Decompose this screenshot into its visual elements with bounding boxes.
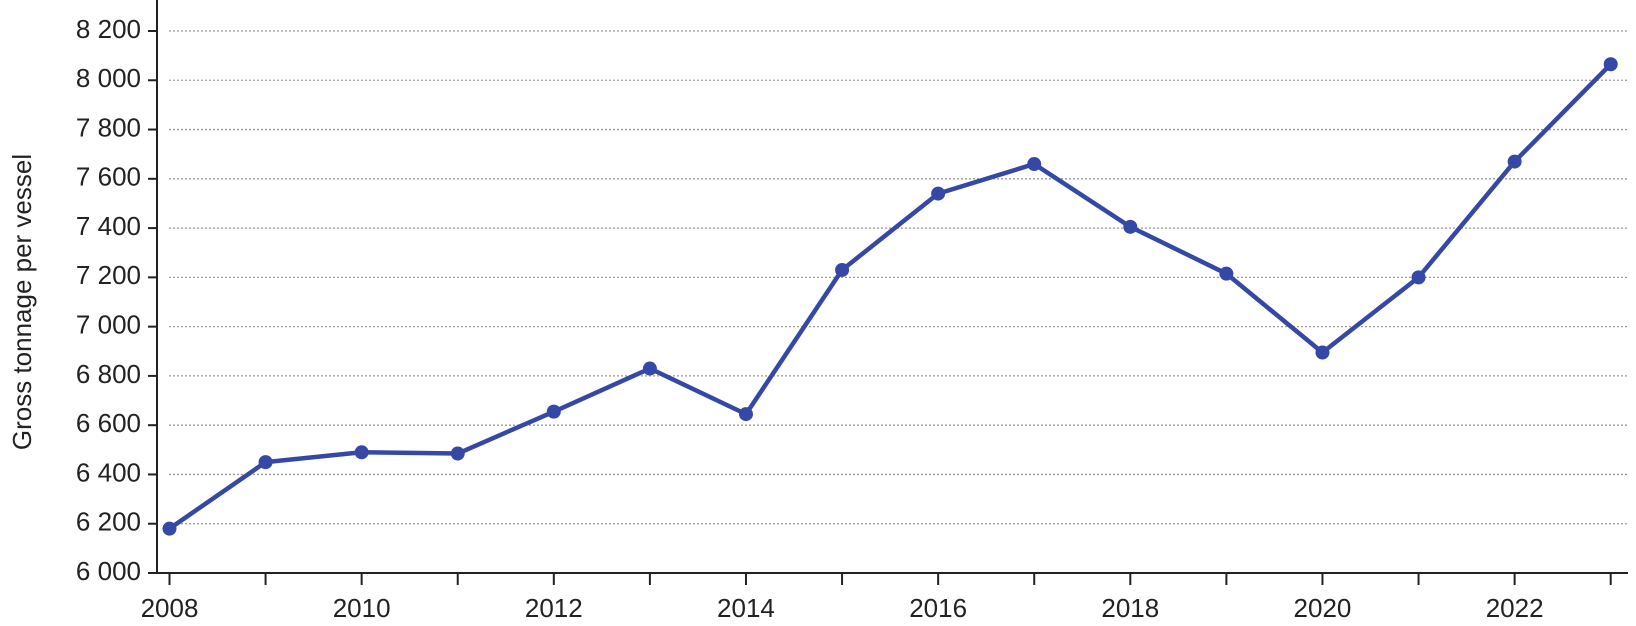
series-line [168, 62, 1613, 531]
x-tick-label: 2010 [333, 593, 391, 623]
x-tick-label: 2016 [909, 593, 967, 623]
data-point [354, 445, 369, 460]
y-tick-label: 7 600 [76, 162, 141, 192]
data-point [738, 407, 753, 422]
data-point [931, 186, 946, 201]
x-tick-label: 2018 [1101, 593, 1159, 623]
x-tick-label: 2008 [141, 593, 199, 623]
y-tick-label: 7 200 [76, 260, 141, 290]
y-tick-label: 7 400 [76, 211, 141, 241]
x-tick-label: 2014 [717, 593, 775, 623]
data-point [1507, 154, 1522, 169]
y-axis-label: Gross tonnage per vessel [7, 154, 37, 450]
y-tick-label: 6 000 [76, 556, 141, 586]
y-tick-label: 6 400 [76, 457, 141, 487]
x-tick-label: 2020 [1294, 593, 1352, 623]
data-point [835, 262, 850, 277]
y-tick-label: 8 200 [76, 14, 141, 44]
data-point [642, 361, 657, 376]
data-point [1123, 219, 1138, 234]
data-point [1603, 57, 1618, 72]
y-tick-label: 6 200 [76, 507, 141, 537]
data-point [1219, 266, 1234, 281]
y-tick-label: 6 800 [76, 359, 141, 389]
y-tick-label: 8 000 [76, 63, 141, 93]
x-tick-label: 2022 [1486, 593, 1544, 623]
data-point [1411, 270, 1426, 285]
data-point [1315, 345, 1330, 360]
data-point [258, 455, 273, 470]
x-tick-label: 2012 [525, 593, 583, 623]
data-point [450, 446, 465, 461]
data-point [546, 404, 561, 419]
data-point [1027, 157, 1042, 172]
data-point [162, 521, 177, 536]
y-tick-label: 7 000 [76, 310, 141, 340]
y-tick-label: 6 600 [76, 408, 141, 438]
y-tick-label: 7 800 [76, 112, 141, 142]
